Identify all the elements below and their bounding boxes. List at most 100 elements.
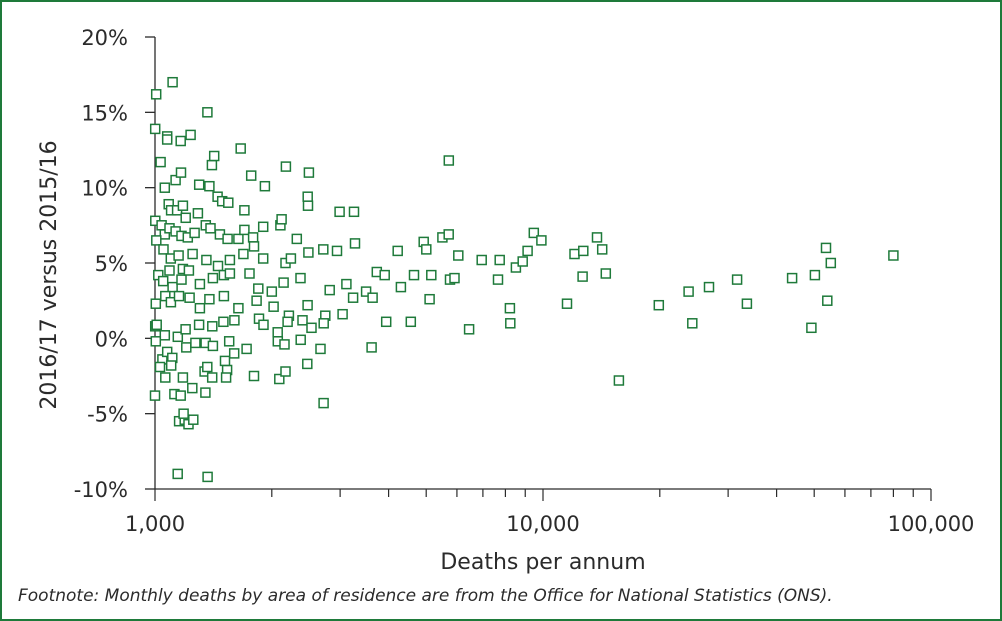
data-point: [160, 290, 171, 302]
data-point: [193, 179, 205, 190]
data-point: [517, 256, 528, 267]
tick-labels: -10% -5% 0% 5% 10% 15% 20% 1,000 10,000 100,000: [74, 26, 975, 536]
data-point: [244, 268, 255, 279]
data-point: [206, 159, 218, 171]
data-point: [218, 290, 230, 302]
data-point: [380, 316, 392, 328]
data-point: [443, 229, 454, 240]
y-tick-label: -10%: [74, 478, 128, 502]
data-point: [224, 254, 236, 266]
data-point: [192, 208, 204, 219]
data-point: [731, 274, 743, 285]
data-point: [295, 334, 306, 346]
data-point: [360, 286, 372, 297]
data-point: [522, 245, 533, 257]
data-point: [222, 233, 233, 245]
data-point: [366, 342, 377, 353]
data-point: [204, 293, 215, 305]
data-point: [159, 330, 171, 341]
y-tick-label: 15%: [81, 101, 128, 125]
y-tick-label: 5%: [95, 252, 128, 276]
data-point: [463, 324, 475, 335]
data-point: [272, 327, 283, 338]
data-point: [578, 245, 589, 257]
data-point: [241, 343, 252, 355]
data-point: [150, 298, 162, 309]
data-point: [825, 257, 837, 269]
data-point: [180, 212, 191, 224]
data-point: [223, 197, 234, 208]
data-point: [202, 361, 213, 373]
axes: [145, 36, 932, 501]
data-points: [149, 76, 899, 483]
data-point: [302, 358, 313, 370]
data-point: [285, 253, 297, 264]
data-point: [193, 319, 205, 331]
data-point: [200, 387, 211, 398]
data-point: [165, 296, 177, 308]
data-point: [150, 89, 162, 100]
data-point: [379, 269, 390, 281]
data-point: [251, 295, 262, 306]
data-point: [820, 242, 832, 254]
data-point: [405, 316, 417, 328]
data-point: [228, 348, 240, 359]
data-point: [194, 302, 206, 314]
data-point: [180, 324, 191, 335]
data-point: [295, 272, 306, 284]
data-point: [494, 254, 505, 266]
data-point: [164, 265, 175, 276]
data-point: [303, 167, 315, 178]
data-point: [591, 232, 603, 243]
data-point: [149, 123, 161, 135]
data-point: [161, 134, 173, 145]
data-point: [190, 337, 201, 349]
data-point: [229, 315, 240, 326]
data-point: [809, 269, 821, 281]
y-axis-title: 2016/17 versus 2015/16: [37, 140, 62, 409]
data-point: [822, 295, 833, 306]
data-point: [268, 301, 279, 312]
data-point: [266, 286, 278, 297]
x-tick-label: 100,000: [888, 512, 975, 536]
data-point: [149, 390, 161, 401]
data-point: [683, 286, 694, 297]
data-point: [202, 107, 213, 118]
data-point: [504, 302, 516, 314]
data-point: [426, 269, 437, 281]
data-point: [183, 265, 195, 276]
data-point: [224, 268, 236, 279]
data-point: [536, 235, 547, 246]
data-point: [348, 206, 360, 218]
data-point: [449, 272, 460, 284]
data-point: [276, 214, 287, 225]
data-point: [528, 227, 540, 239]
data-point: [173, 290, 185, 302]
data-point: [245, 170, 257, 181]
data-point: [206, 372, 218, 383]
data-point: [151, 235, 162, 246]
data-point: [318, 244, 329, 255]
data-point: [194, 278, 206, 290]
data-point: [154, 361, 166, 373]
data-point: [279, 339, 290, 350]
data-point: [248, 370, 260, 382]
data-point: [476, 254, 487, 266]
data-point: [157, 275, 169, 287]
data-point: [280, 366, 291, 377]
x-axis-title: Deaths per annum: [440, 550, 645, 575]
footnote: Footnote: Monthly deaths by area of resi…: [18, 586, 833, 606]
data-point: [282, 316, 293, 328]
data-point: [172, 331, 184, 343]
data-point: [786, 272, 798, 284]
data-point: [337, 308, 348, 320]
data-point: [600, 268, 612, 279]
data-point: [324, 284, 335, 296]
data-point: [184, 292, 195, 303]
data-point: [201, 254, 212, 266]
data-point: [175, 167, 187, 178]
data-point: [888, 250, 899, 261]
y-tick-label: 10%: [81, 177, 128, 201]
